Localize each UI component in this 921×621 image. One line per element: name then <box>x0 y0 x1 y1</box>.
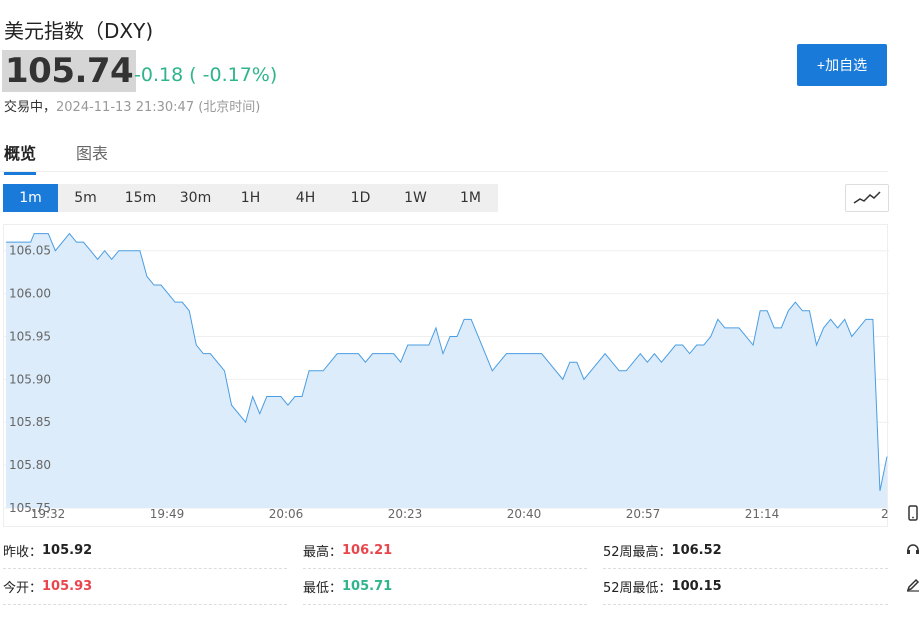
y-tick-label: 105.85 <box>9 415 51 429</box>
chart-type-toggle[interactable] <box>845 184 889 212</box>
stat-high: 最高： 106.21 <box>303 533 587 569</box>
stat-52w-high: 52周最高： 106.52 <box>603 533 888 569</box>
y-tick-label: 105.95 <box>9 329 51 343</box>
stat-value: 105.93 <box>42 579 93 594</box>
interval-1mo[interactable]: 1M <box>460 190 481 206</box>
price-change: -0.18( -0.17%) <box>134 64 283 86</box>
x-tick-label: 20:40 <box>507 507 542 521</box>
stat-open: 今开： 105.93 <box>3 569 287 605</box>
stat-value: 106.52 <box>671 543 722 558</box>
chart-svg: 106.05 106.00 105.95 105.90 105.85 105.80 105.… <box>4 232 889 521</box>
stat-label: 今开： <box>3 581 43 596</box>
interval-15m[interactable]: 15m <box>124 190 157 206</box>
change-value: -0.18 <box>134 64 184 86</box>
x-tick-label: 19:32 <box>31 507 66 521</box>
page-title: 美元指数（DXY) <box>4 19 154 43</box>
interval-selector: 1m 5m 15m 30m 1H 4H 1D 1W 1M <box>3 184 498 212</box>
side-toolbar <box>904 495 921 603</box>
mobile-icon[interactable] <box>904 495 921 531</box>
stat-value: 100.15 <box>671 579 722 594</box>
stat-label: 52周最低： <box>603 581 672 596</box>
interval-1m[interactable]: 1m <box>3 184 58 212</box>
stat-value: 105.92 <box>42 543 93 558</box>
x-tick-label: 19:49 <box>150 507 185 521</box>
interval-30m[interactable]: 30m <box>179 190 212 206</box>
price-area <box>6 233 887 509</box>
tab-bar: 概览 图表 <box>4 140 108 175</box>
y-tick-label: 105.80 <box>9 458 51 472</box>
interval-5m[interactable]: 5m <box>74 190 97 206</box>
change-percent: ( -0.17%) <box>189 64 278 86</box>
y-tick-label: 106.05 <box>9 244 51 258</box>
price-line <box>6 232 888 491</box>
timestamp: 2024-11-13 21:30:47 (北京时间) <box>56 100 261 115</box>
stat-label: 最高： <box>303 545 343 560</box>
stat-value: 105.71 <box>342 579 393 594</box>
edit-icon[interactable] <box>904 567 921 603</box>
stat-label: 昨收： <box>3 545 43 560</box>
x-tick-label: 20:23 <box>388 507 423 521</box>
interval-4h[interactable]: 4H <box>295 190 316 206</box>
y-tick-label: 105.90 <box>9 372 51 386</box>
x-tick-label: 20:57 <box>626 507 661 521</box>
line-chart-icon <box>853 191 881 204</box>
status-label: 交易中， <box>4 100 57 115</box>
price-chart[interactable]: 106.05 106.00 105.95 105.90 105.85 105.80 105.… <box>3 224 889 527</box>
headset-icon[interactable] <box>904 531 921 567</box>
stat-low: 最低： 105.71 <box>303 569 587 605</box>
current-price: 105.74 <box>5 51 134 91</box>
stat-52w-low: 52周最低： 100.15 <box>603 569 888 605</box>
stat-value: 106.21 <box>342 543 393 558</box>
tabs-divider <box>0 171 888 172</box>
interval-1w[interactable]: 1W <box>404 190 427 206</box>
stat-label: 最低： <box>303 581 343 596</box>
y-tick-label: 105.75 <box>9 501 51 515</box>
stat-prev-close: 昨收： 105.92 <box>3 533 287 569</box>
interval-1h[interactable]: 1H <box>240 190 261 206</box>
y-tick-label: 106.00 <box>9 287 51 301</box>
stat-label: 52周最高： <box>603 545 672 560</box>
trading-status: 交易中，2024-11-13 21:30:47 (北京时间) <box>4 96 260 115</box>
price-highlight: 105.74 <box>2 50 137 92</box>
tab-overview[interactable]: 概览 <box>4 140 37 175</box>
x-tick-label: 21:3 <box>881 507 889 521</box>
interval-1d[interactable]: 1D <box>350 190 371 206</box>
tab-chart[interactable]: 图表 <box>76 144 109 163</box>
x-tick-label: 20:06 <box>269 507 304 521</box>
add-to-watchlist-button[interactable]: +加自选 <box>797 44 887 86</box>
x-tick-label: 21:14 <box>745 507 780 521</box>
